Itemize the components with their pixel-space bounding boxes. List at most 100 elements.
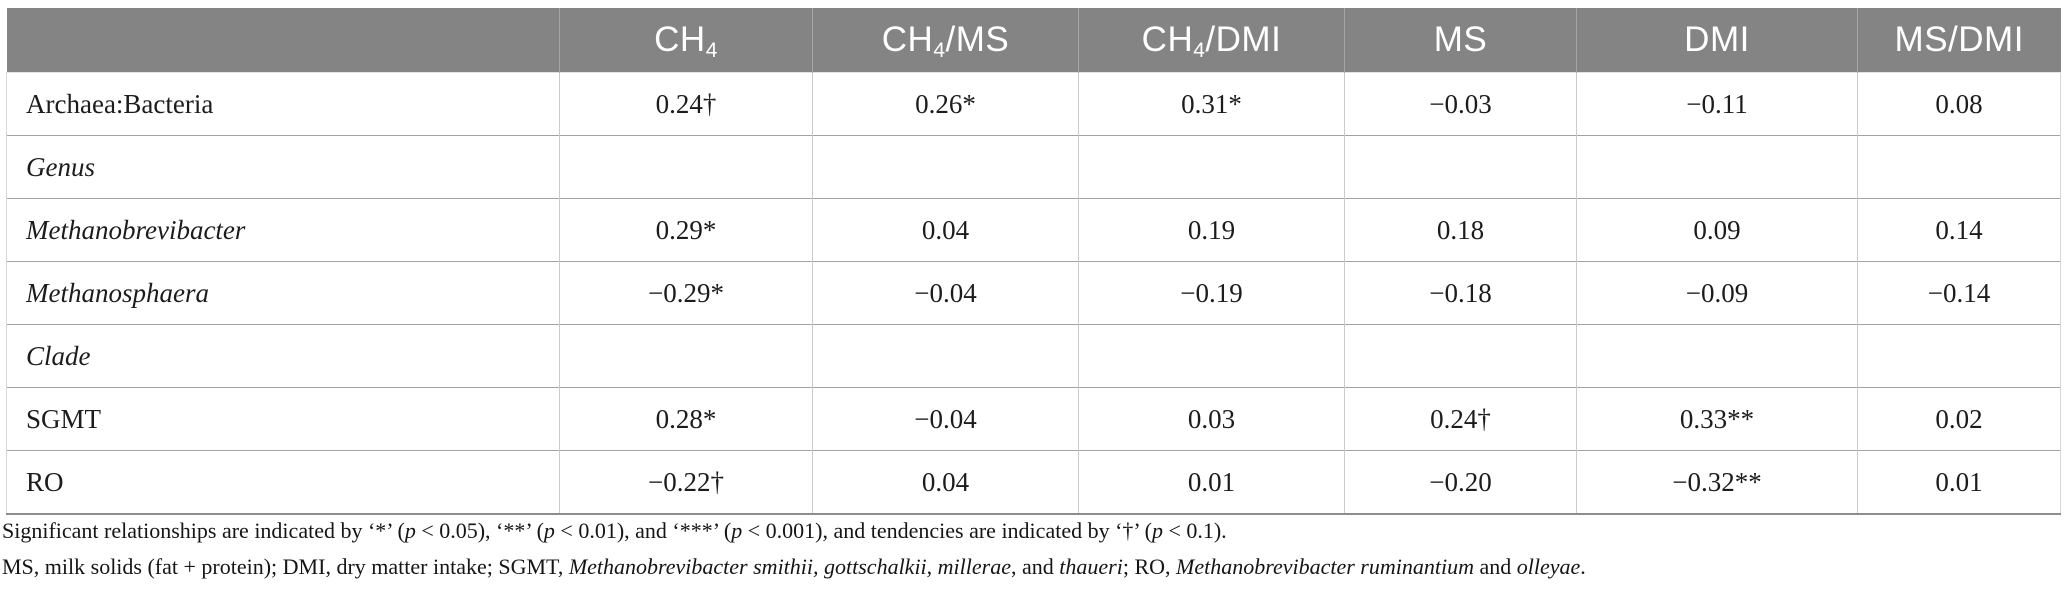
table-cell: 0.04 bbox=[812, 198, 1079, 262]
footnote-segment: thaueri bbox=[1059, 554, 1123, 579]
table-cell bbox=[1344, 324, 1577, 388]
header-text: CH bbox=[1141, 20, 1194, 59]
footnote-segment: < 0.001), and tendencies are indicated b… bbox=[742, 518, 1152, 543]
table-cell: 0.01 bbox=[1857, 450, 2061, 514]
table-cell: −0.04 bbox=[812, 261, 1079, 325]
table-cell: 0.31* bbox=[1078, 72, 1345, 136]
footnote-segment: olleyae bbox=[1516, 554, 1581, 579]
footnote-segment: p bbox=[543, 518, 555, 543]
header-subscript: 4 bbox=[933, 38, 946, 62]
table-cell: 0.24† bbox=[559, 72, 813, 136]
table-cell: −0.04 bbox=[812, 387, 1079, 451]
table-row-archaea-bacteria: Archaea:Bacteria 0.24† 0.26* 0.31* −0.03 −0.1… bbox=[6, 72, 2061, 136]
table-header: CH4 CH4/MS CH4/DMI MS DMI MS/DMI bbox=[6, 8, 2061, 73]
row-label: Genus bbox=[6, 135, 560, 199]
table-cell: 0.02 bbox=[1857, 387, 2061, 451]
table-cell: −0.19 bbox=[1078, 261, 1345, 325]
table-body: Archaea:Bacteria 0.24† 0.26* 0.31* −0.03 −0.1… bbox=[6, 72, 2061, 514]
header-text: MS/DMI bbox=[1894, 20, 2024, 59]
table-cell bbox=[559, 135, 813, 199]
table-cell bbox=[812, 135, 1079, 199]
table-cell: 0.09 bbox=[1576, 198, 1858, 262]
table-cell: 0.24† bbox=[1344, 387, 1577, 451]
table-cell bbox=[1857, 135, 2061, 199]
table-cell: 0.18 bbox=[1344, 198, 1577, 262]
column-header-dmi: DMI bbox=[1576, 8, 1858, 73]
footnote-segment: < 0.05), ‘**’ ( bbox=[415, 518, 544, 543]
row-label: RO bbox=[6, 450, 560, 514]
table-cell bbox=[812, 324, 1079, 388]
table-wrap: CH4 CH4/MS CH4/DMI MS DMI MS/DMI Archaea:Bact… bbox=[6, 8, 2061, 515]
table-cell: 0.08 bbox=[1857, 72, 2061, 136]
table-cell bbox=[1857, 324, 2061, 388]
footnote-segment: p bbox=[1151, 518, 1163, 543]
table-cell: 0.28* bbox=[559, 387, 813, 451]
table-cell: 0.03 bbox=[1078, 387, 1345, 451]
footnote-segment: . bbox=[1580, 554, 1586, 579]
footnote-segment: and bbox=[1473, 554, 1517, 579]
footnote-segment: Methanobrevibacter ruminantium bbox=[1176, 554, 1474, 579]
header-text: CH bbox=[881, 20, 934, 59]
header-text: CH bbox=[654, 20, 706, 59]
column-header-ch4-dmi: CH4/DMI bbox=[1078, 8, 1345, 73]
footnote-line-2: MS, milk solids (fat + protein); DMI, dr… bbox=[2, 549, 2062, 585]
table-cell: 0.33** bbox=[1576, 387, 1858, 451]
table-cell: 0.14 bbox=[1857, 198, 2061, 262]
table-cell: 0.01 bbox=[1078, 450, 1345, 514]
table-cell: −0.32** bbox=[1576, 450, 1858, 514]
table-cell bbox=[1078, 324, 1345, 388]
row-label: Archaea:Bacteria bbox=[6, 72, 560, 136]
table-cell: −0.18 bbox=[1344, 261, 1577, 325]
column-header-ch4: CH4 bbox=[559, 8, 813, 73]
footnote-segment: p bbox=[731, 518, 743, 543]
footnote-line-1: Significant relationships are indicated … bbox=[2, 513, 2062, 549]
row-label: Methanobrevibacter bbox=[6, 198, 560, 262]
row-label: Methanosphaera bbox=[6, 261, 560, 325]
table-row-genus: Genus bbox=[6, 135, 2061, 199]
header-text: /DMI bbox=[1205, 20, 1282, 59]
table-cell: 0.19 bbox=[1078, 198, 1345, 262]
column-header-ch4-ms: CH4/MS bbox=[812, 8, 1079, 73]
correlation-table: CH4 CH4/MS CH4/DMI MS DMI MS/DMI Archaea:Bact… bbox=[6, 8, 2061, 515]
header-row: CH4 CH4/MS CH4/DMI MS DMI MS/DMI bbox=[6, 8, 2061, 73]
table-row-ro: RO −0.22† 0.04 0.01 −0.20 −0.32** 0.01 bbox=[6, 450, 2061, 514]
table-cell bbox=[1576, 324, 1858, 388]
table-cell bbox=[559, 324, 813, 388]
table-cell: −0.20 bbox=[1344, 450, 1577, 514]
table-cell: −0.03 bbox=[1344, 72, 1577, 136]
row-label: Clade bbox=[6, 324, 560, 388]
table-cell: −0.09 bbox=[1576, 261, 1858, 325]
table-cell: 0.04 bbox=[812, 450, 1079, 514]
table-row-methanobrevibacter: Methanobrevibacter 0.29* 0.04 0.19 0.18 0.09 0… bbox=[6, 198, 2061, 262]
footnote-segment: Methanobrevibacter smithii, gottschalkii… bbox=[568, 554, 1011, 579]
footnote-segment: < 0.1). bbox=[1162, 518, 1227, 543]
table-cell bbox=[1576, 135, 1858, 199]
footnote-segment: ; RO, bbox=[1122, 554, 1177, 579]
table-cell bbox=[1078, 135, 1345, 199]
table-cell: −0.14 bbox=[1857, 261, 2061, 325]
header-text: DMI bbox=[1684, 20, 1750, 59]
column-header-ms: MS bbox=[1344, 8, 1577, 73]
header-text: MS bbox=[1433, 20, 1488, 59]
header-subscript: 4 bbox=[705, 38, 718, 62]
footnote-segment: , and bbox=[1011, 554, 1060, 579]
header-subscript: 4 bbox=[1193, 38, 1206, 62]
table-row-clade: Clade bbox=[6, 324, 2061, 388]
table-cell: 0.29* bbox=[559, 198, 813, 262]
row-label: SGMT bbox=[6, 387, 560, 451]
column-header-row-label bbox=[6, 8, 560, 73]
footnote-segment: Significant relationships are indicated … bbox=[2, 518, 405, 543]
footnote-segment: p bbox=[404, 518, 416, 543]
footnote-segment: MS, milk solids (fat + protein); DMI, dr… bbox=[2, 554, 569, 579]
footnote-segment: < 0.01), and ‘***’ ( bbox=[554, 518, 732, 543]
table-row-sgmt: SGMT 0.28* −0.04 0.03 0.24† 0.33** 0.02 bbox=[6, 387, 2061, 451]
footnotes: Significant relationships are indicated … bbox=[2, 513, 2062, 585]
column-header-ms-dmi: MS/DMI bbox=[1857, 8, 2061, 73]
header-text: /MS bbox=[945, 20, 1010, 59]
table-cell bbox=[1344, 135, 1577, 199]
table-row-methanosphaera: Methanosphaera −0.29* −0.04 −0.19 −0.18 −0.09… bbox=[6, 261, 2061, 325]
table-cell: −0.22† bbox=[559, 450, 813, 514]
table-cell: −0.29* bbox=[559, 261, 813, 325]
table-cell: 0.26* bbox=[812, 72, 1079, 136]
